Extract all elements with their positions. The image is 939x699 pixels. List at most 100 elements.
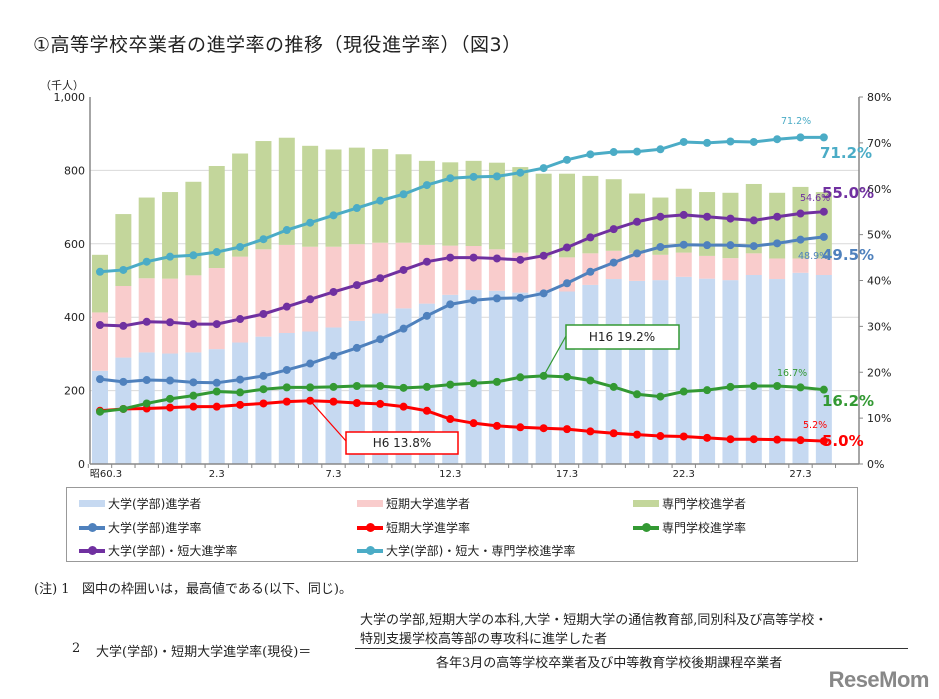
data-point (492, 172, 501, 181)
bar (745, 274, 762, 464)
legend-label: 短期大学進学率 (386, 521, 471, 535)
bar (652, 254, 669, 281)
data-point (306, 383, 315, 392)
data-point (679, 137, 688, 146)
data-point (633, 390, 642, 399)
data-point (96, 267, 104, 276)
bar (815, 192, 832, 259)
data-point (142, 317, 151, 326)
data-point (236, 315, 245, 324)
data-point (516, 423, 525, 432)
latest-value-label: 55.0% (822, 184, 874, 202)
data-point (749, 137, 758, 146)
data-point (259, 371, 268, 380)
legend-label: 大学(学部)・短大・専門学校進学率 (386, 544, 576, 558)
bar (792, 258, 809, 273)
bar (769, 258, 786, 280)
data-point (563, 425, 571, 434)
bar (418, 244, 435, 304)
data-point (796, 209, 805, 218)
chart: 0 200 400 600 800 1,000 0% 10% 20% 30% 40% 50% 60% 70… (40, 79, 891, 480)
legend-line-marker (357, 545, 383, 555)
data-point (259, 385, 268, 394)
resemom-logo: ReseMom (828, 667, 930, 692)
bar (232, 256, 249, 343)
bar (395, 242, 412, 309)
right-tick-label: 70% (867, 137, 891, 150)
data-point (819, 207, 828, 216)
data-point (329, 382, 338, 391)
note-1-text: 図中の枠囲いは，最高値である(以下、同じ)。 (81, 582, 352, 597)
data-point (539, 371, 548, 380)
data-point (586, 376, 595, 385)
data-point (609, 429, 618, 438)
data-point (656, 392, 665, 401)
data-point (516, 293, 525, 302)
data-point (352, 398, 361, 407)
bar (372, 149, 389, 243)
bar (278, 137, 295, 245)
legend-swatch (357, 500, 383, 507)
data-point (679, 432, 688, 441)
data-point (796, 383, 805, 392)
data-point (376, 399, 385, 408)
data-point (516, 373, 525, 382)
bar (162, 278, 179, 354)
bar (442, 245, 459, 295)
data-point (539, 424, 548, 433)
latest-value-label: 16.2% (822, 392, 874, 410)
data-point (96, 407, 104, 416)
data-point (726, 137, 735, 146)
data-point (399, 402, 408, 411)
bar (278, 244, 295, 333)
x-tick-label: 7.3 (326, 469, 342, 480)
legend-swatch (633, 500, 659, 507)
previous-value-label: 71.2% (781, 116, 811, 127)
data-point (656, 243, 665, 252)
bar (582, 284, 599, 464)
data-point (189, 320, 198, 329)
data-point (259, 309, 268, 318)
data-point (399, 190, 408, 199)
bar (138, 278, 155, 353)
bar (465, 290, 482, 464)
data-point (446, 380, 455, 389)
formula-numerator-2: 特別支援学校高等部の専攻科に進学した者 (360, 632, 608, 647)
data-point (96, 320, 104, 329)
data-point (749, 216, 758, 225)
data-point (563, 279, 571, 288)
left-tick-label: 1,000 (54, 91, 86, 104)
data-point (212, 402, 221, 411)
right-tick-label: 20% (867, 366, 891, 379)
data-point (329, 211, 338, 220)
data-point (329, 397, 338, 406)
bar (699, 255, 716, 279)
data-point (142, 399, 151, 408)
series-line (99, 135, 824, 274)
data-point (563, 372, 571, 381)
data-point (236, 388, 245, 397)
bar (675, 252, 692, 277)
bar (138, 197, 155, 279)
x-tick-label: 17.3 (556, 469, 578, 480)
data-point (679, 210, 688, 219)
data-point (563, 155, 571, 164)
data-point (633, 430, 642, 439)
data-point (212, 320, 221, 329)
right-tick-label: 60% (867, 183, 891, 196)
bar (325, 327, 342, 464)
data-point (96, 375, 104, 384)
data-point (189, 378, 198, 387)
data-point (703, 138, 712, 147)
data-point (446, 300, 455, 309)
data-point (189, 402, 198, 411)
bar (92, 370, 108, 464)
right-tick-label: 50% (867, 229, 891, 242)
data-point (166, 252, 175, 261)
data-point (819, 385, 828, 394)
data-point (819, 133, 828, 142)
data-point (516, 255, 525, 264)
bar (559, 173, 575, 258)
legend-item-vocational-rate: 専門学校進学率 (633, 519, 746, 536)
bar (255, 141, 272, 250)
